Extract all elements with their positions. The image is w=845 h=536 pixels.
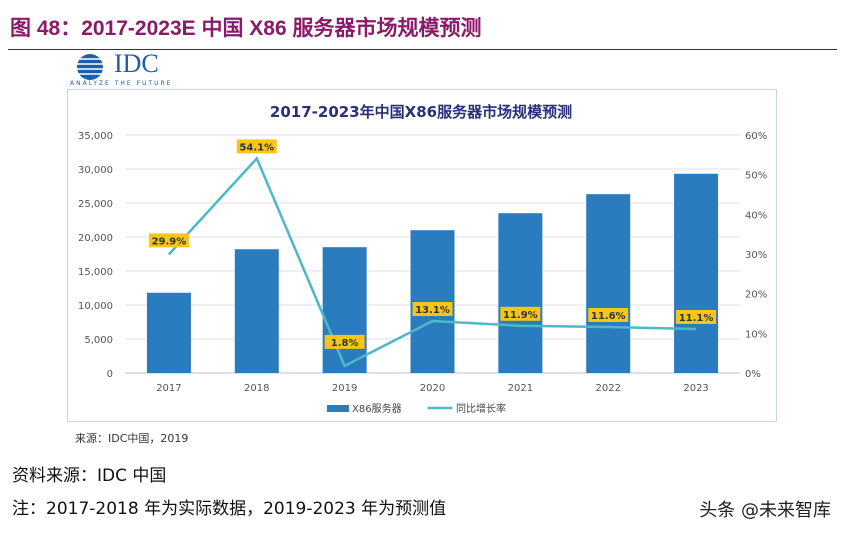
y-left-tick: 25,000 [78, 199, 113, 210]
bar [410, 230, 455, 373]
y-left-tick: 5,000 [84, 335, 113, 346]
idc-logo: IDC ANALYZE THE FUTURE [68, 49, 170, 87]
footnote: 注：2017-2018 年为实际数据，2019-2023 年为预测值 [12, 499, 447, 519]
data-label-bg [148, 233, 189, 248]
bar [146, 292, 191, 373]
x-tick: 2020 [420, 383, 445, 394]
x-tick: 2017 [156, 383, 181, 394]
y-left-tick: 10,000 [78, 301, 113, 312]
data-label: 11.9% [503, 310, 538, 321]
x-tick: 2022 [595, 383, 620, 394]
x-tick: 2018 [244, 383, 269, 394]
globe-icon [68, 54, 112, 80]
y-right-tick: 0% [745, 369, 761, 380]
data-label-bg [324, 334, 365, 349]
data-label: 13.1% [415, 305, 450, 316]
y-right-tick: 20% [745, 290, 767, 301]
bar [234, 249, 279, 373]
growth-line [168, 156, 697, 368]
x-tick: 2019 [332, 383, 357, 394]
x-tick: 2023 [683, 383, 708, 394]
data-label: 29.9% [152, 236, 187, 247]
chart-title: 2017-2023年中国X86服务器市场规模预测 [270, 103, 572, 121]
data-label-bg [236, 139, 277, 154]
y-right-tick: 40% [745, 210, 767, 221]
chart-frame [67, 89, 777, 422]
legend-label: X86服务器 [352, 402, 402, 415]
y-right-tick: 60% [745, 131, 767, 142]
chart-source: 来源：IDC中国，2019 [75, 432, 189, 445]
data-label-bg [500, 306, 541, 321]
logo-text: IDC [114, 49, 159, 78]
y-left-tick: 20,000 [78, 233, 113, 244]
y-right-tick: 30% [745, 250, 767, 261]
data-label-bg [588, 307, 629, 322]
legend-swatch-bars [327, 405, 349, 412]
bar [674, 173, 719, 373]
legend-label: 同比增长率 [456, 402, 506, 415]
data-label-bg [676, 309, 717, 324]
y-left-tick: 30,000 [78, 165, 113, 176]
figure-title: 图 48：2017-2023E 中国 X86 服务器市场规模预测 [10, 17, 482, 40]
data-label: 11.6% [591, 311, 626, 322]
watermark: 头条 @未来智库 [699, 500, 831, 521]
data-label: 1.8% [331, 338, 359, 349]
source-note: 资料来源：IDC 中国 [12, 466, 167, 486]
data-label: 11.1% [679, 313, 714, 324]
x-tick: 2021 [508, 383, 533, 394]
title-divider [8, 49, 837, 50]
data-label-bg [412, 302, 453, 317]
y-left-tick: 15,000 [78, 267, 113, 278]
bar [322, 247, 367, 373]
y-left-tick: 0 [107, 369, 113, 380]
bar [498, 213, 543, 373]
data-label: 54.1% [239, 142, 274, 153]
logo-tagline: ANALYZE THE FUTURE [70, 80, 173, 87]
bar [586, 194, 631, 373]
y-right-tick: 50% [745, 171, 767, 182]
y-right-tick: 10% [745, 329, 767, 340]
y-left-tick: 35,000 [78, 131, 113, 142]
